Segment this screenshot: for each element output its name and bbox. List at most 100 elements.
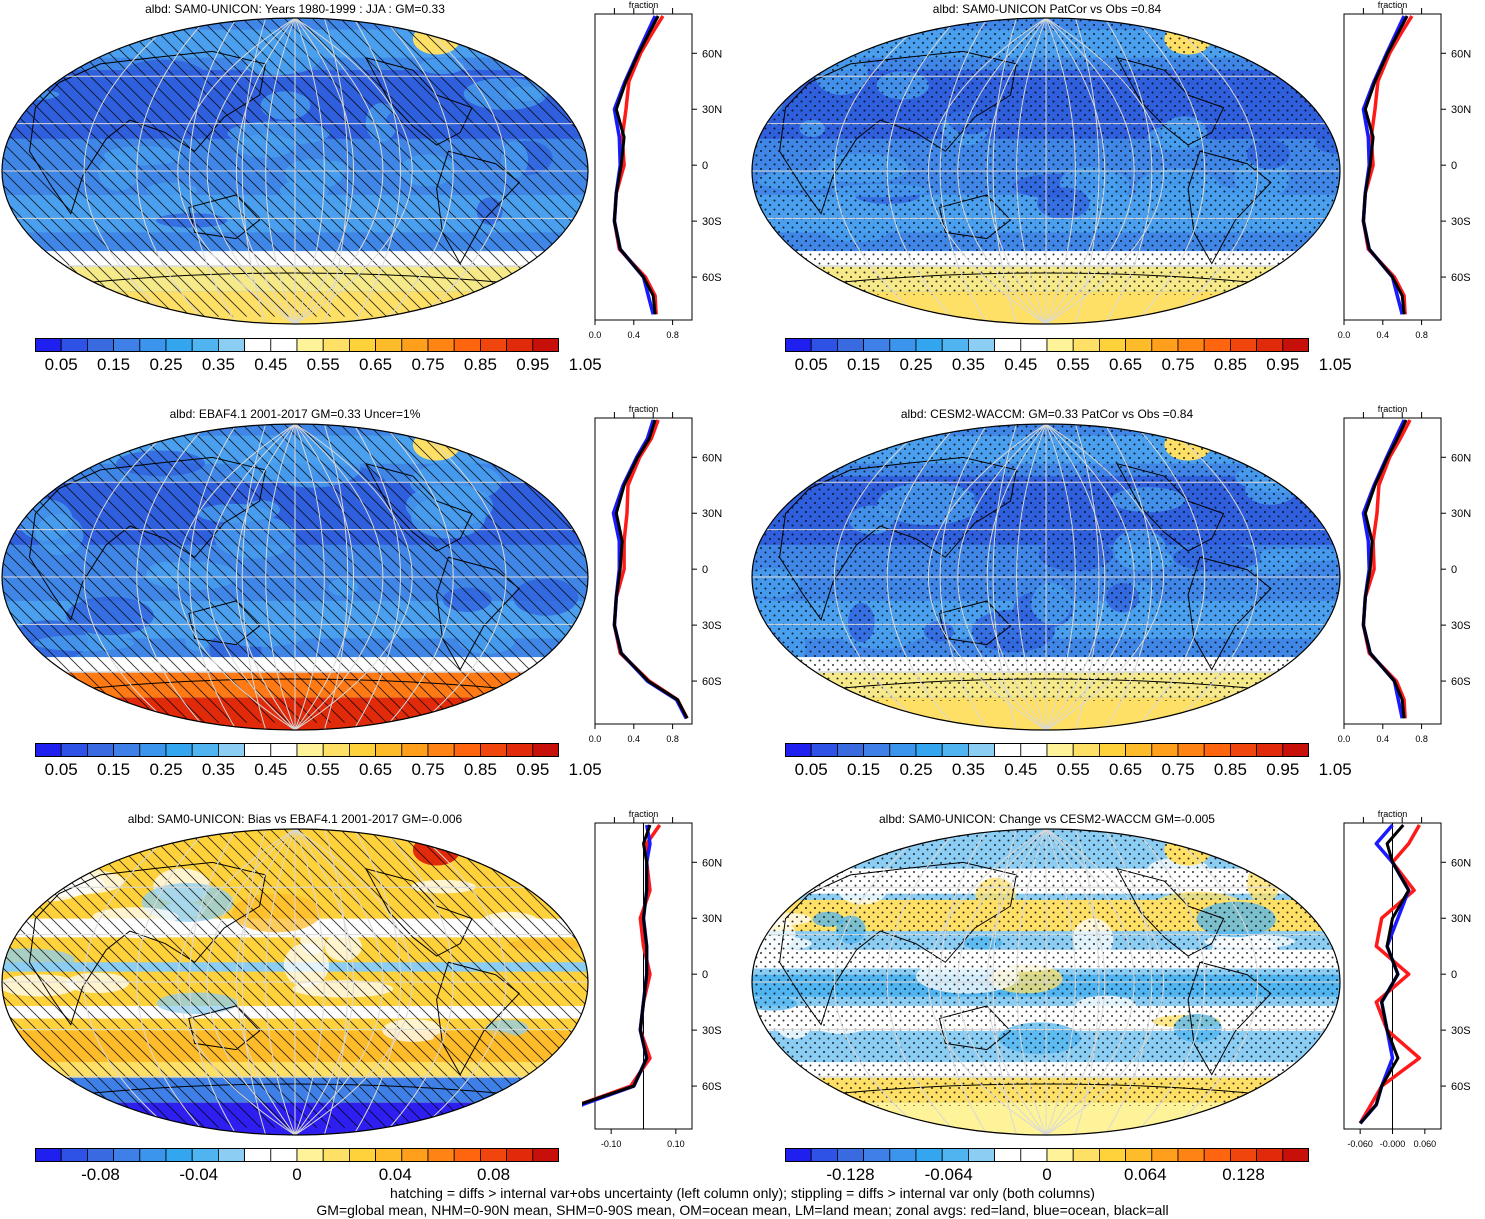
colorbar-swatch [427, 338, 455, 352]
colorbar-swatch [1020, 1148, 1048, 1162]
colorbar-tick-label: 1.05 [568, 760, 602, 779]
colorbar-swatch [165, 338, 193, 352]
graticule-meridian [294, 18, 384, 324]
colorbar-swatch [296, 1148, 324, 1162]
colorbar-swatch [863, 743, 891, 757]
colorbar-tick-label: 0.45 [1004, 355, 1038, 374]
graticule-meridian [206, 424, 296, 730]
colorbar-tick-label: 0.15 [847, 760, 881, 779]
x-tick-label: -0.060 [1347, 1139, 1373, 1149]
colorbar-swatch [889, 743, 917, 757]
colorbar-swatch [967, 338, 995, 352]
colorbar-tick-label: 0.25 [899, 355, 933, 374]
graticule-meridian [294, 18, 413, 324]
colorbar-swatch [994, 743, 1022, 757]
zonal-frame [1343, 13, 1442, 321]
graticule-meridian [1163, 424, 1258, 730]
colorbar [35, 743, 559, 757]
map-border [751, 423, 1341, 731]
colorbar-swatch [1203, 338, 1231, 352]
graticule-meridian [294, 829, 413, 1135]
colorbar-tick-label: 0.05 [794, 760, 828, 779]
colorbar-tick-label: 0.25 [899, 760, 933, 779]
colorbar-swatch [837, 338, 865, 352]
colorbar-swatch [113, 338, 141, 352]
colorbar-tick-label: 0.55 [306, 355, 340, 374]
panel-title: albd: SAM0-UNICON: Years 1980-1999 : JJA… [145, 2, 445, 16]
colorbar-swatch [375, 338, 403, 352]
colorbar-swatch [113, 1148, 141, 1162]
graticule-meridian [1045, 829, 1076, 1135]
x-tick-label: 0.4 [628, 734, 641, 744]
y-tick-label: 0 [1451, 564, 1457, 576]
colorbar-tick-label: 1.05 [568, 355, 602, 374]
colorbar-tick-label: 0.35 [201, 355, 235, 374]
colorbar-swatch [348, 338, 376, 352]
graticule-meridian [294, 424, 413, 730]
zonal-frame [594, 13, 693, 321]
zonal-land-line [612, 15, 665, 315]
graticule-meridian [294, 18, 354, 324]
colorbar-swatch [1046, 1148, 1074, 1162]
y-tick-label: 30N [1451, 913, 1471, 925]
colorbar-tick-label: 0.15 [97, 355, 131, 374]
graticule-meridian [1104, 424, 1153, 730]
graticule-meridian [189, 829, 237, 1135]
graticule-meridian [957, 424, 1047, 730]
graticule-meridian [294, 829, 354, 1135]
colorbar-swatch [1177, 1148, 1205, 1162]
panel-title: albd: SAM0-UNICON PatCor vs Obs =0.84 [932, 2, 1162, 16]
colorbar-frame [785, 1148, 1309, 1162]
colorbar-swatch [1177, 338, 1205, 352]
colorbar-swatch [401, 743, 429, 757]
colorbar-swatch [506, 338, 534, 352]
map-border [1, 17, 589, 325]
x-tick-label: -0.000 [1380, 1139, 1406, 1149]
graticule-meridian [1045, 18, 1165, 324]
colorbar-swatch [296, 338, 324, 352]
x-tick-label: 0.4 [1377, 734, 1390, 744]
y-tick-label: 60N [1451, 452, 1471, 464]
y-tick-label: 60N [1451, 48, 1471, 60]
graticule-meridian [294, 829, 325, 1135]
map-plot [751, 828, 1341, 1136]
colorbar-swatch [1282, 338, 1309, 352]
graticule-meridian [382, 18, 454, 324]
graticule-meridian [1163, 829, 1258, 1135]
graticule-meridian [294, 18, 325, 324]
map-field-blob [37, 38, 68, 69]
colorbar-swatch [915, 743, 943, 757]
graticule-meridian [927, 424, 1047, 730]
colorbar-tick-label: 0.08 [476, 1165, 511, 1184]
colorbar-swatch [1229, 338, 1257, 352]
colorbar-swatch [217, 1148, 245, 1162]
y-tick-label: 60S [702, 272, 722, 284]
colorbar-swatch [348, 1148, 376, 1162]
colorbar-swatch [785, 1148, 812, 1162]
zonal-mean-plot: fraction 60N 30N 0 30S 60S 0.0 0.4 0.8 [589, 0, 722, 340]
colorbar-swatch [479, 743, 507, 757]
y-tick-label: 30S [702, 216, 722, 228]
colorbar-tick-label: -0.04 [179, 1165, 219, 1184]
graticule-meridian [353, 424, 401, 730]
colorbar-swatch [244, 338, 272, 352]
y-tick-label: 0 [702, 564, 708, 576]
colorbar-tick-label: 0.65 [1109, 760, 1143, 779]
colorbar-swatch [375, 743, 403, 757]
colorbar-swatch [1256, 1148, 1284, 1162]
colorbar-swatch [244, 743, 272, 757]
colorbar-tick-label: 0.75 [1161, 355, 1195, 374]
colorbar-swatch [1177, 743, 1205, 757]
zonal-mean-plot: fraction 60N 30N 0 30S 60S 0.0 0.4 0.8 [589, 404, 722, 744]
colorbar-swatch [785, 338, 812, 352]
zonal-all-line [1361, 15, 1409, 315]
colorbar-swatch [941, 743, 969, 757]
colorbar-tick-label: 0.45 [254, 760, 288, 779]
graticule-meridian [1104, 829, 1153, 1135]
colorbar-swatch [810, 338, 838, 352]
graticule-meridian [834, 424, 929, 730]
x-tick-label: 0.8 [666, 330, 679, 340]
colorbar [35, 1148, 559, 1162]
x-tick-label: 0.0 [589, 330, 602, 340]
panel-title: albd: SAM0-UNICON: Bias vs EBAF4.1 2001-… [127, 812, 463, 826]
